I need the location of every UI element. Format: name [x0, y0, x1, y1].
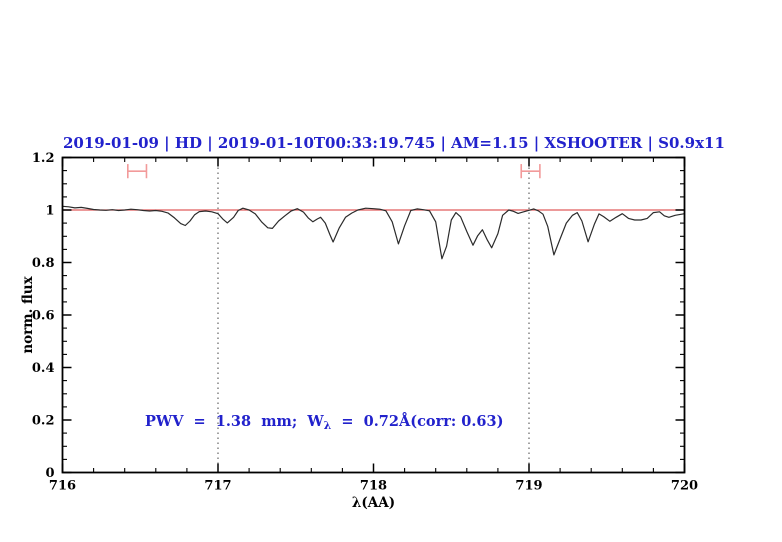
y-tick-label-0.6: 0.6 [32, 309, 55, 324]
x-tick-label-718: 718 [360, 479, 387, 494]
x-tick-label-717: 717 [204, 479, 231, 494]
y-tick-label-0.8: 0.8 [32, 256, 55, 271]
pwv-annotation-text: PWV = 1.38 mm; W [145, 413, 324, 430]
y-axis-label: norm. flux [20, 275, 36, 353]
band-range-marker-1 [127, 164, 148, 179]
y-tick-label-0.4: 0.4 [32, 361, 55, 376]
equivalent-width-text: = 0.72Å(corr: 0.63) [331, 413, 504, 430]
x-axis-label: λ(AA) [352, 495, 395, 511]
y-tick-label-0: 0 [45, 466, 54, 481]
pwv-annotation: PWV = 1.38 mm; Wλ = 0.72Å(corr: 0.63) [145, 413, 503, 432]
x-tick-label-716: 716 [49, 479, 76, 494]
axis-ticks [61, 156, 686, 474]
x-tick-label-720: 720 [671, 479, 698, 494]
x-tick-label-719: 719 [515, 479, 542, 494]
y-tick-label-1: 1 [45, 204, 54, 219]
lambda-subscript: λ [323, 419, 332, 432]
y-tick-label-1.2: 1.2 [32, 151, 55, 166]
y-tick-label-0.2: 0.2 [32, 414, 55, 429]
spectrum-line [61, 205, 686, 260]
band-range-marker-2 [520, 164, 541, 179]
